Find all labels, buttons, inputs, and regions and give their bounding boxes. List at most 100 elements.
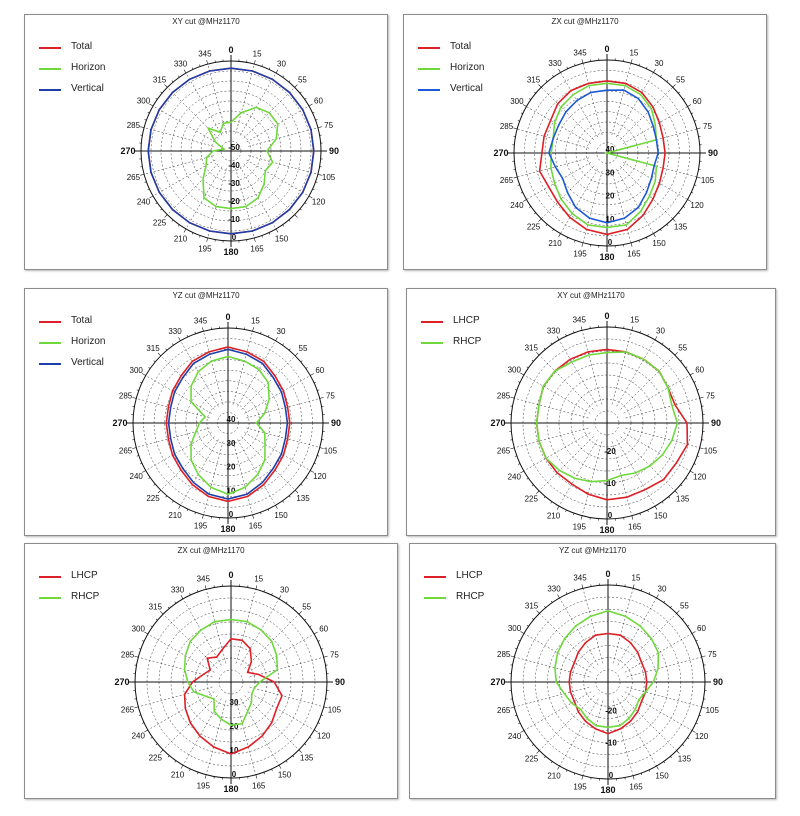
grid-spoke	[246, 427, 320, 448]
tick-mark	[294, 352, 299, 357]
grid-spoke	[207, 64, 227, 134]
angle-label: 30	[277, 60, 286, 69]
tick-mark	[310, 373, 314, 376]
angle-label: 165	[629, 782, 643, 791]
angle-label: 240	[510, 201, 524, 210]
grid-spoke	[620, 436, 676, 492]
tick-mark	[305, 477, 308, 479]
tick-mark	[252, 514, 254, 519]
angle-label: 315	[153, 76, 167, 85]
angle-label: 0	[228, 570, 233, 580]
grid-spoke	[235, 168, 255, 238]
tick-mark	[261, 64, 263, 67]
tick-mark	[183, 228, 187, 233]
angle-label: 30	[277, 327, 286, 336]
grid-spoke	[560, 168, 598, 234]
tick-mark	[513, 127, 518, 130]
tick-mark	[682, 618, 685, 620]
grid-spoke	[246, 398, 320, 419]
angle-label: 60	[314, 97, 323, 106]
tick-mark	[680, 359, 683, 362]
angle-label: 55	[298, 76, 307, 85]
grid-spoke	[612, 700, 634, 776]
angle-label: 210	[547, 772, 561, 781]
angle-label: 60	[319, 625, 328, 634]
grid-spoke	[623, 432, 691, 472]
angle-label: 345	[197, 575, 211, 584]
tick-mark	[317, 126, 322, 128]
tick-mark	[529, 98, 531, 100]
legend-swatch	[39, 89, 61, 91]
grid-spoke	[523, 691, 592, 731]
angle-label: 315	[149, 602, 163, 611]
angle-label: 60	[315, 366, 324, 375]
tick-mark	[155, 618, 158, 621]
tick-mark	[180, 764, 184, 769]
tick-mark	[186, 508, 189, 512]
angle-label: 265	[497, 706, 511, 715]
grid-spoke	[582, 588, 604, 664]
polar-plot: 0 15 30 55 60 75 90 105 120 150 165 180 195 210 225 240…	[120, 45, 339, 257]
tick-mark	[288, 219, 291, 222]
tick-mark	[199, 64, 201, 67]
angle-label: 270	[112, 418, 127, 428]
tick-mark	[317, 640, 320, 642]
tick-mark	[150, 736, 153, 739]
tick-mark	[204, 774, 207, 779]
tick-mark	[294, 489, 299, 494]
tick-mark	[312, 111, 315, 114]
tick-mark	[660, 229, 662, 231]
angle-label: 60	[697, 624, 706, 633]
tick-mark	[534, 212, 536, 215]
angle-label: 90	[711, 418, 721, 428]
tick-mark	[144, 181, 147, 183]
series-line-vertical	[548, 89, 660, 224]
angle-label: 345	[573, 49, 587, 58]
tick-mark	[191, 67, 194, 70]
angle-label: 165	[252, 781, 266, 790]
grid-spoke	[514, 656, 590, 678]
angle-label: 210	[547, 512, 561, 521]
grid-spoke	[136, 398, 210, 419]
tick-mark	[285, 760, 288, 763]
angle-label: 105	[701, 176, 715, 185]
tick-mark	[275, 69, 279, 74]
tick-mark	[538, 218, 542, 222]
tick-mark	[304, 97, 307, 100]
tick-mark	[160, 611, 164, 615]
grid-spoke	[138, 656, 213, 678]
tick-mark	[308, 103, 313, 107]
tick-mark	[140, 174, 145, 176]
grid-spoke	[145, 375, 212, 414]
series-line-horizon	[202, 106, 279, 210]
angle-label: 330	[168, 327, 182, 336]
grid-spoke	[625, 397, 700, 419]
radial-tick-label: -10	[604, 479, 616, 488]
polar-plot: 0 15 30 55 60 75 90 105 120 135 150 165 180 195 210 225…	[114, 570, 345, 794]
series-line-total	[538, 80, 666, 236]
angle-label: 15	[629, 49, 638, 58]
tick-mark	[136, 455, 139, 457]
tick-mark	[139, 462, 143, 465]
tick-mark	[278, 764, 282, 769]
tick-mark	[666, 224, 669, 226]
tick-mark	[646, 237, 648, 240]
angle-label: 165	[249, 521, 263, 530]
tick-mark	[191, 232, 194, 235]
grid-spoke	[145, 432, 212, 471]
tick-mark	[263, 589, 265, 592]
legend-swatch	[424, 576, 446, 578]
angle-label: 75	[330, 650, 339, 659]
legend-label: Vertical	[71, 83, 104, 94]
tick-mark	[543, 347, 546, 350]
legend-label: Total	[71, 41, 93, 52]
grid-spoke	[205, 700, 227, 775]
radial-tick-label: 40	[606, 145, 615, 154]
angle-label: 315	[525, 343, 539, 352]
angle-label: 265	[121, 706, 135, 715]
angle-label: 30	[655, 59, 664, 68]
tick-mark	[638, 240, 640, 243]
tick-mark	[299, 91, 302, 94]
tick-mark	[520, 470, 525, 474]
radial-tick-label: 10	[230, 746, 239, 755]
